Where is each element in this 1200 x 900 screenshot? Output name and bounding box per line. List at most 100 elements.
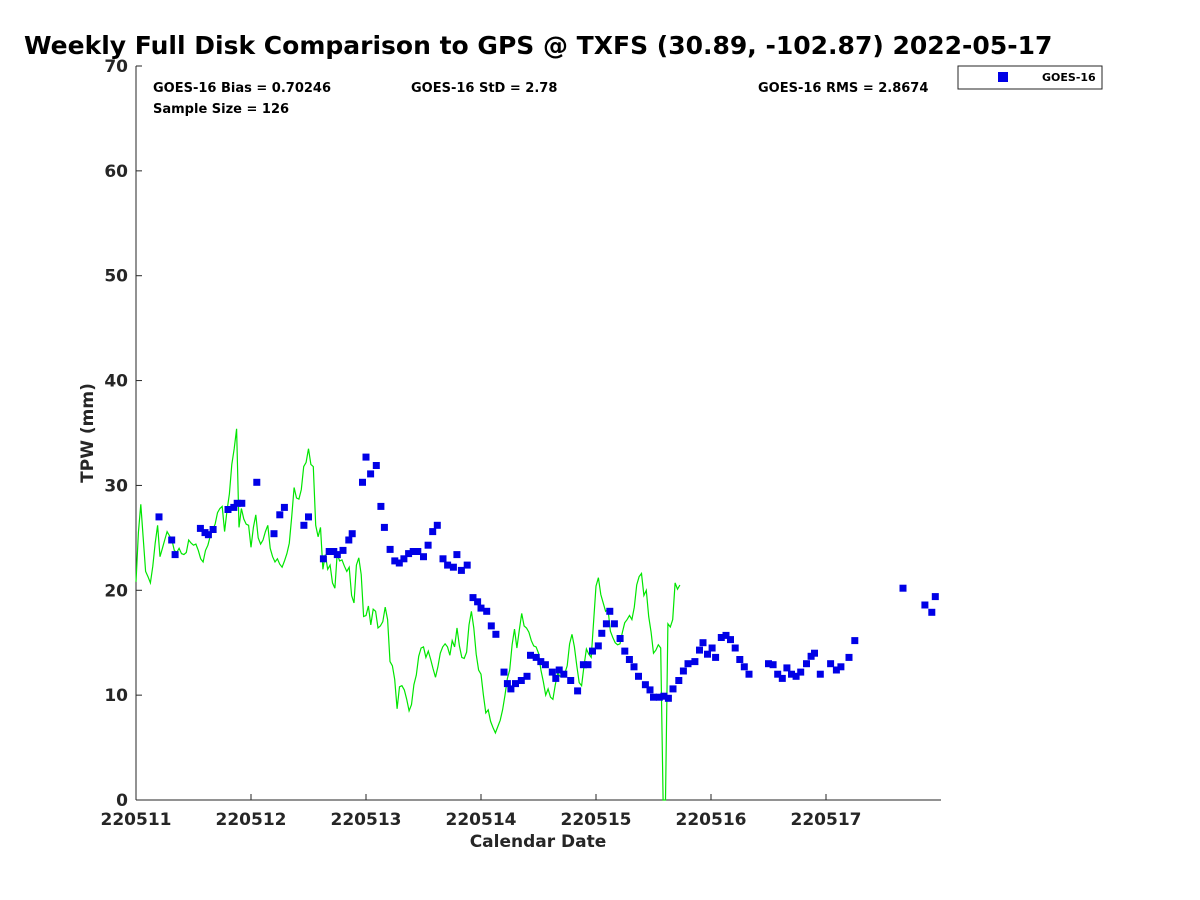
goes16-point [803, 660, 810, 668]
x-tick-label: 220516 [676, 810, 747, 830]
goes16-point [362, 453, 370, 461]
goes16-point [492, 630, 500, 638]
goes16-point [300, 521, 308, 529]
goes16-point [625, 656, 633, 663]
y-tick-label: 0 [116, 791, 128, 811]
goes16-point [899, 584, 907, 592]
x-tick-label: 220511 [101, 810, 172, 830]
goes16-point [740, 663, 748, 671]
goes16-point [708, 644, 716, 652]
goes16-point [650, 693, 657, 701]
y-tick-label: 40 [104, 372, 128, 392]
goes16-point [409, 548, 417, 555]
goes16-point [238, 499, 246, 507]
goes16-point [931, 593, 939, 601]
legend: GOES-16 [957, 65, 1103, 90]
goes16-point [367, 470, 375, 478]
goes16-point [630, 663, 638, 671]
bias-stat: GOES-16 Bias = 0.70246 [153, 81, 331, 96]
goes16-point [537, 658, 545, 666]
legend-marker-goes16 [998, 72, 1008, 82]
goes16-point [523, 672, 531, 680]
plot-area: 0 10 20 30 40 50 60 70 220511 220512 220513 220514… [101, 57, 941, 830]
goes16-point [827, 660, 835, 668]
goes16-point [230, 503, 238, 511]
goes16-point [602, 620, 610, 628]
x-tick-label: 220512 [216, 810, 287, 830]
y-tick-label: 10 [104, 686, 128, 706]
goes16-point [512, 680, 519, 688]
goes16-point [168, 536, 176, 544]
y-tick-label: 50 [104, 267, 128, 287]
goes16-point [345, 536, 353, 544]
goes16-point [405, 550, 413, 558]
goes16-point [660, 692, 668, 700]
goes16-point [420, 553, 427, 561]
goes16-point [704, 650, 711, 658]
goes16-point [429, 528, 437, 536]
goes16-point [797, 668, 805, 676]
x-tick-label: 220517 [791, 810, 862, 830]
goes16-point [560, 670, 568, 678]
goes16-point [270, 530, 278, 538]
goes16-point [921, 601, 929, 609]
goes16-point [574, 687, 582, 695]
goes16-point [453, 551, 461, 559]
goes16-point [457, 566, 465, 574]
goes16-point [669, 685, 677, 693]
goes16-point [610, 620, 618, 628]
y-tick-label: 20 [104, 581, 128, 601]
goes16-point [372, 462, 380, 469]
goes16-point [414, 548, 422, 555]
goes16-point [395, 559, 403, 567]
goes16-point [579, 661, 587, 669]
goes16-point [325, 548, 333, 555]
y-axis-ticks: 0 10 20 30 40 50 60 70 [104, 57, 142, 811]
goes16-point [727, 636, 734, 644]
x-tick-label: 220513 [331, 810, 402, 830]
goes16-point [851, 637, 859, 645]
goes16-point [788, 670, 795, 678]
legend-box [957, 65, 1103, 90]
goes16-point [736, 656, 744, 663]
goes-series-layer [155, 453, 939, 702]
goes16-point [745, 670, 753, 678]
goes16-point [722, 631, 730, 639]
goes16-point [204, 531, 212, 539]
goes16-point [548, 668, 556, 676]
goes16-point [507, 685, 515, 693]
goes16-point [664, 694, 672, 702]
goes16-point [517, 677, 525, 684]
goes16-point [527, 651, 534, 659]
legend-label-goes16: GOES-16 [1042, 71, 1096, 84]
goes16-point [276, 511, 284, 519]
goes16-point [606, 607, 614, 615]
goes16-point [731, 644, 739, 652]
goes16-point [377, 502, 385, 510]
chart-title: Weekly Full Disk Comparison to GPS @ TXF… [24, 31, 1052, 60]
goes16-point [774, 670, 782, 678]
goes16-point [845, 653, 853, 661]
goes16-point [280, 503, 288, 511]
goes16-point [696, 646, 703, 654]
gps-series-layer [135, 428, 681, 801]
goes16-point [319, 555, 327, 563]
goes16-point [224, 506, 232, 513]
goes16-point [233, 499, 241, 507]
x-tick-label: 220515 [561, 810, 632, 830]
goes16-point [500, 668, 508, 676]
goes16-point [621, 647, 629, 655]
goes16-point [594, 642, 602, 650]
goes16-point [684, 660, 692, 668]
goes16-point [552, 674, 560, 682]
goes16-point [616, 635, 624, 642]
goes16-point [391, 557, 399, 565]
rms-stat: GOES-16 RMS = 2.8674 [758, 81, 928, 96]
goes16-point [832, 666, 840, 674]
goes16-point [469, 594, 477, 602]
goes16-point [816, 670, 824, 678]
goes16-point [463, 561, 471, 569]
goes16-point [679, 667, 687, 675]
goes16-point [439, 555, 447, 563]
goes16-point [424, 541, 432, 549]
